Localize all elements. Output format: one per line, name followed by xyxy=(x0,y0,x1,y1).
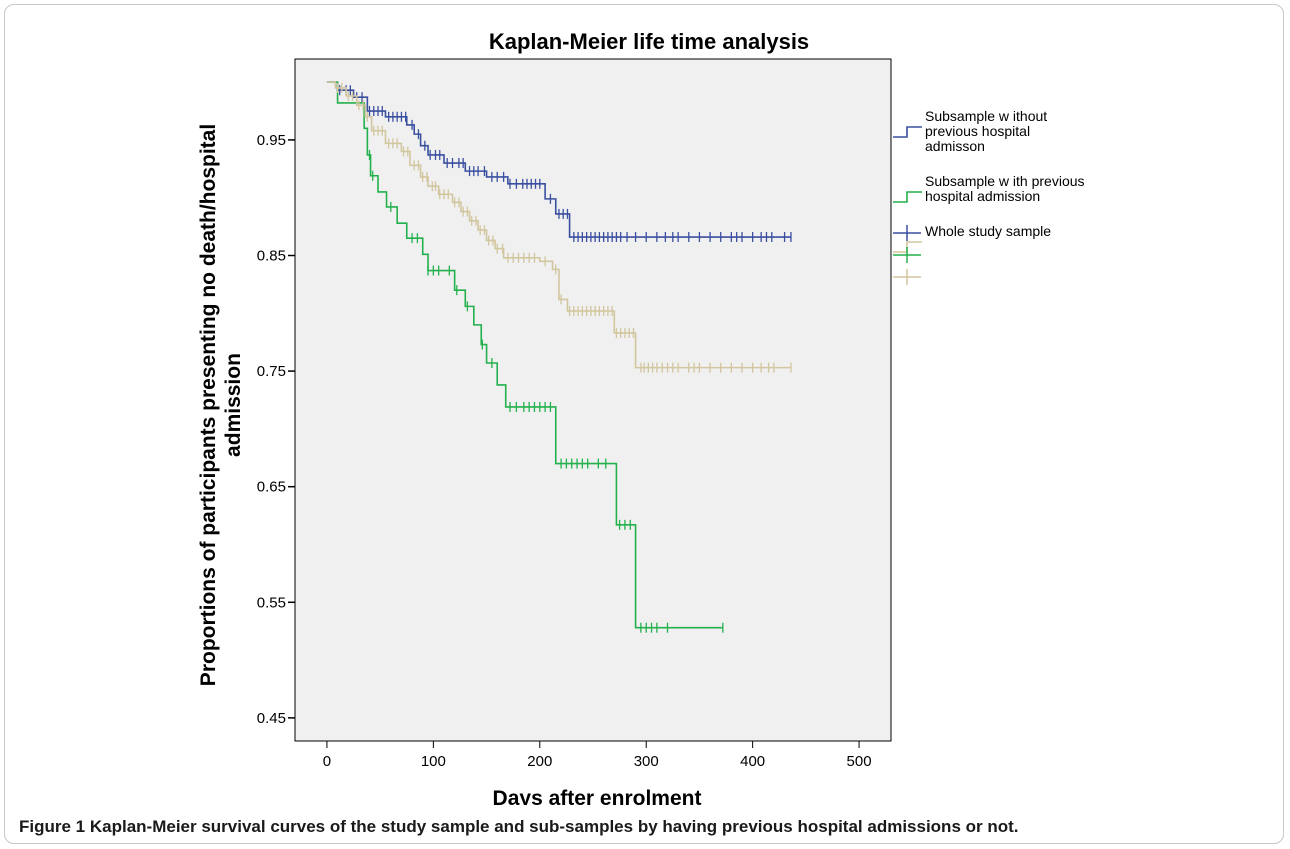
series-2 xyxy=(326,81,792,373)
legend-item-2: Whole study sample xyxy=(893,223,1051,253)
survival-curve-0 xyxy=(326,81,791,238)
figure-caption: Figure 1 Kaplan-Meier survival curves of… xyxy=(19,817,1019,837)
legend-censor-1 xyxy=(893,247,921,263)
survival-curves xyxy=(326,81,792,633)
y-axis-label-line-1: Proportions of participants presenting n… xyxy=(197,124,220,686)
survival-curve-2 xyxy=(326,81,791,369)
legend-label: admisson xyxy=(925,138,985,154)
series-1 xyxy=(326,81,724,633)
x-tick-label: 400 xyxy=(740,753,765,770)
y-tick-label: 0.75 xyxy=(257,363,286,380)
legend-censor-2 xyxy=(893,269,921,285)
figure-frame: Kaplan-Meier life time analysis 0 100 200 3… xyxy=(4,4,1284,844)
figure-caption-label: Figure 1 xyxy=(19,817,86,836)
y-tick-label: 0.85 xyxy=(257,248,286,265)
axis-ticks: 0 100 200 300 400 500 0.45 0.55 0.65 0.75 0.85 0.95 xyxy=(257,132,872,770)
legend-line-symbol xyxy=(893,191,922,203)
legend-label: previous hospital xyxy=(925,123,1030,139)
y-tick-label: 0.55 xyxy=(257,594,286,611)
y-tick-label: 0.65 xyxy=(257,479,286,496)
kaplan-meier-chart: Kaplan-Meier life time analysis 0 100 200 3… xyxy=(197,29,1085,805)
plot-area xyxy=(294,58,892,742)
y-tick-label: 0.95 xyxy=(257,132,286,149)
x-tick-label: 100 xyxy=(421,753,446,770)
x-tick-label: 200 xyxy=(527,753,552,770)
legend-line-symbol xyxy=(893,126,922,138)
y-axis-label: Proportions of participants presenting n… xyxy=(197,124,245,686)
x-axis-label: Days after enrolment xyxy=(493,787,702,805)
legend-label: Subsample w ithout xyxy=(925,108,1047,124)
figure-caption-text: Kaplan-Meier survival curves of the stud… xyxy=(89,817,1019,836)
y-tick-label: 0.45 xyxy=(257,710,286,727)
x-tick-label: 300 xyxy=(634,753,659,770)
chart-title: Kaplan-Meier life time analysis xyxy=(489,29,809,54)
legend-label: hospital admission xyxy=(925,188,1040,204)
legend-censor-0 xyxy=(893,225,921,241)
legend-label: Whole study sample xyxy=(925,223,1051,239)
x-tick-label: 0 xyxy=(323,753,331,770)
legend-label: Subsample w ith previous xyxy=(925,173,1085,189)
x-tick-label: 500 xyxy=(847,753,872,770)
y-axis-label-line-2: admission xyxy=(222,353,245,457)
series-0 xyxy=(326,81,792,243)
